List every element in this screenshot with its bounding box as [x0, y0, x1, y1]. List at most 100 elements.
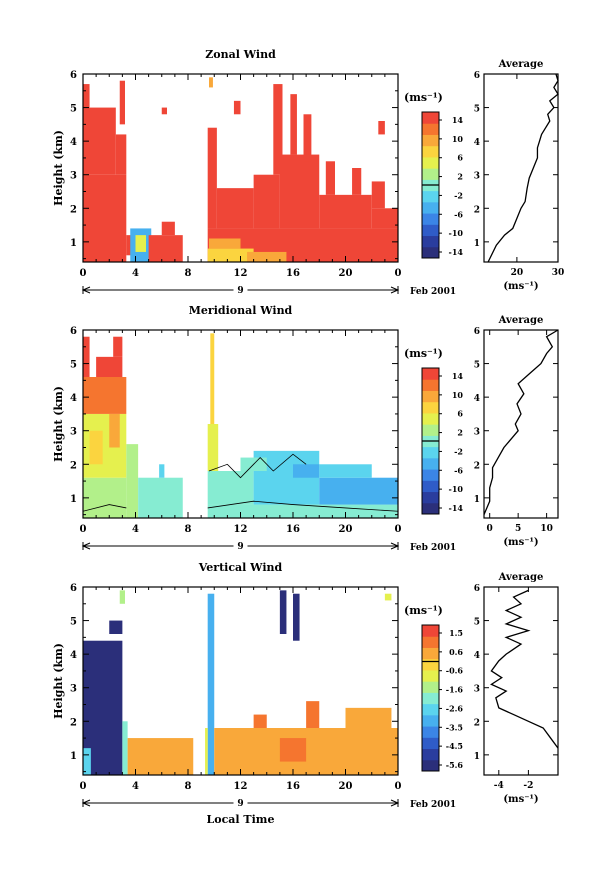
average-x-label: (ms⁻¹) — [503, 794, 538, 805]
heatmap-cell — [325, 161, 335, 195]
colorbar-segment — [422, 681, 439, 693]
heatmap-cell — [293, 593, 300, 641]
colorbar-tick-label: -4.5 — [446, 741, 463, 751]
x-tick-label: 8 — [185, 781, 192, 792]
colorbar-segment — [422, 235, 439, 248]
y-tick-label: 5 — [70, 104, 77, 115]
average-profile-line — [490, 589, 559, 749]
colorbar-segment — [422, 123, 439, 135]
colorbar-segment — [422, 692, 439, 705]
colorbar-segment — [422, 246, 439, 259]
day-arrow-left — [81, 286, 91, 294]
y-axis-label: Height (km) — [52, 386, 65, 462]
heatmap-cell — [119, 590, 125, 604]
colorbar-segment — [422, 168, 439, 180]
heatmap-cell — [378, 121, 385, 135]
y-tick-label: 4 — [70, 650, 77, 661]
x-tick-label: 12 — [234, 524, 248, 535]
colorbar-segment — [422, 401, 439, 414]
colorbar-tick-label: 2 — [457, 172, 463, 182]
x-tick-label: 20 — [339, 524, 353, 535]
heatmap-cell — [207, 471, 254, 505]
heatmap-cell — [207, 424, 219, 471]
heatmap-cell — [207, 127, 217, 229]
y-tick-label: 3 — [70, 684, 77, 695]
x-tick-label: 0 — [80, 268, 87, 279]
y-tick-label: 6 — [70, 583, 77, 594]
average-x-tick-label: 30 — [552, 268, 565, 278]
average-y-tick-label: 2 — [474, 461, 480, 471]
heatmap-cells — [83, 590, 398, 775]
heatmap-cell — [371, 208, 398, 229]
x-tick-label: 0 — [395, 524, 402, 535]
x-tick-label: 0 — [80, 781, 87, 792]
x-tick-label: 12 — [234, 268, 248, 279]
colorbar-tick-label: 14 — [452, 115, 464, 125]
colorbar-segment — [422, 145, 439, 158]
average-y-tick-label: 1 — [474, 752, 480, 762]
average-frame — [483, 586, 559, 776]
day-arrow-left — [81, 799, 91, 807]
colorbar-tick-label: -14 — [449, 247, 464, 257]
heatmap-cell — [126, 235, 133, 256]
x-tick-label: 8 — [185, 524, 192, 535]
y-tick-label: 1 — [70, 494, 77, 505]
average-x-tick-label: 20 — [511, 268, 524, 278]
heatmap-cell — [161, 221, 175, 236]
y-tick-label: 2 — [70, 717, 77, 728]
colorbar-segment — [422, 658, 439, 671]
heatmap-cell — [216, 188, 254, 229]
heatmap-cell — [290, 94, 297, 155]
colorbar-segment — [422, 636, 439, 648]
colorbar-tick-label: -6 — [454, 465, 463, 475]
heatmap-cell — [83, 748, 91, 775]
colorbar-tick-label: -2 — [454, 446, 463, 456]
colorbar-tick-label: 10 — [452, 390, 464, 400]
colorbar-segment — [422, 625, 439, 637]
colorbar-tick-label: -14 — [449, 503, 464, 513]
day-label: 9 — [237, 286, 243, 296]
y-tick-label: 3 — [70, 427, 77, 438]
heatmap-cell — [127, 738, 194, 775]
heatmap-cell — [209, 77, 213, 88]
colorbar-tick-label: 6 — [457, 153, 463, 163]
colorbar-segment — [422, 759, 439, 772]
colorbar-frame — [421, 624, 440, 772]
average-y-tick-label: 3 — [474, 685, 480, 695]
y-tick-label: 4 — [70, 137, 77, 148]
heatmap-cell — [83, 174, 127, 262]
colorbar-segment — [422, 502, 439, 515]
x-tick-label: 12 — [234, 781, 248, 792]
day-arrow-right — [390, 286, 400, 294]
x-tick-label: 16 — [286, 268, 300, 279]
heatmap-cell — [253, 714, 267, 728]
colorbar-segment — [422, 213, 439, 225]
colorbar-tick-label: -10 — [449, 228, 464, 238]
average-frame — [483, 73, 559, 263]
heatmap-cell — [83, 84, 90, 108]
heatmap-cells — [83, 77, 398, 262]
colorbar-tick-label: -5.6 — [446, 760, 464, 770]
average-y-tick-label: 5 — [474, 105, 480, 115]
y-tick-label: 2 — [70, 204, 77, 215]
x-tick-label: 8 — [185, 268, 192, 279]
colorbar-segment — [422, 737, 439, 750]
colorbar-segment — [422, 201, 439, 214]
colorbar-segment — [422, 112, 439, 124]
month-label: Feb 2001 — [410, 543, 456, 553]
y-axis-label: Height (km) — [52, 643, 65, 719]
colorbar-segment — [422, 669, 439, 682]
colorbar-tick-label: -6 — [454, 209, 463, 219]
colorbar-unit: (ms⁻¹) — [404, 347, 443, 360]
heatmap-cell — [113, 336, 123, 357]
heatmap-cell — [89, 430, 103, 465]
heatmap-cells — [83, 333, 398, 518]
y-tick-label: 2 — [70, 460, 77, 471]
heatmap-cell — [319, 464, 372, 478]
colorbar-segment — [422, 190, 439, 203]
month-label: Feb 2001 — [410, 800, 456, 810]
average-y-tick-label: 4 — [474, 138, 480, 148]
heatmap-cell — [233, 100, 241, 115]
